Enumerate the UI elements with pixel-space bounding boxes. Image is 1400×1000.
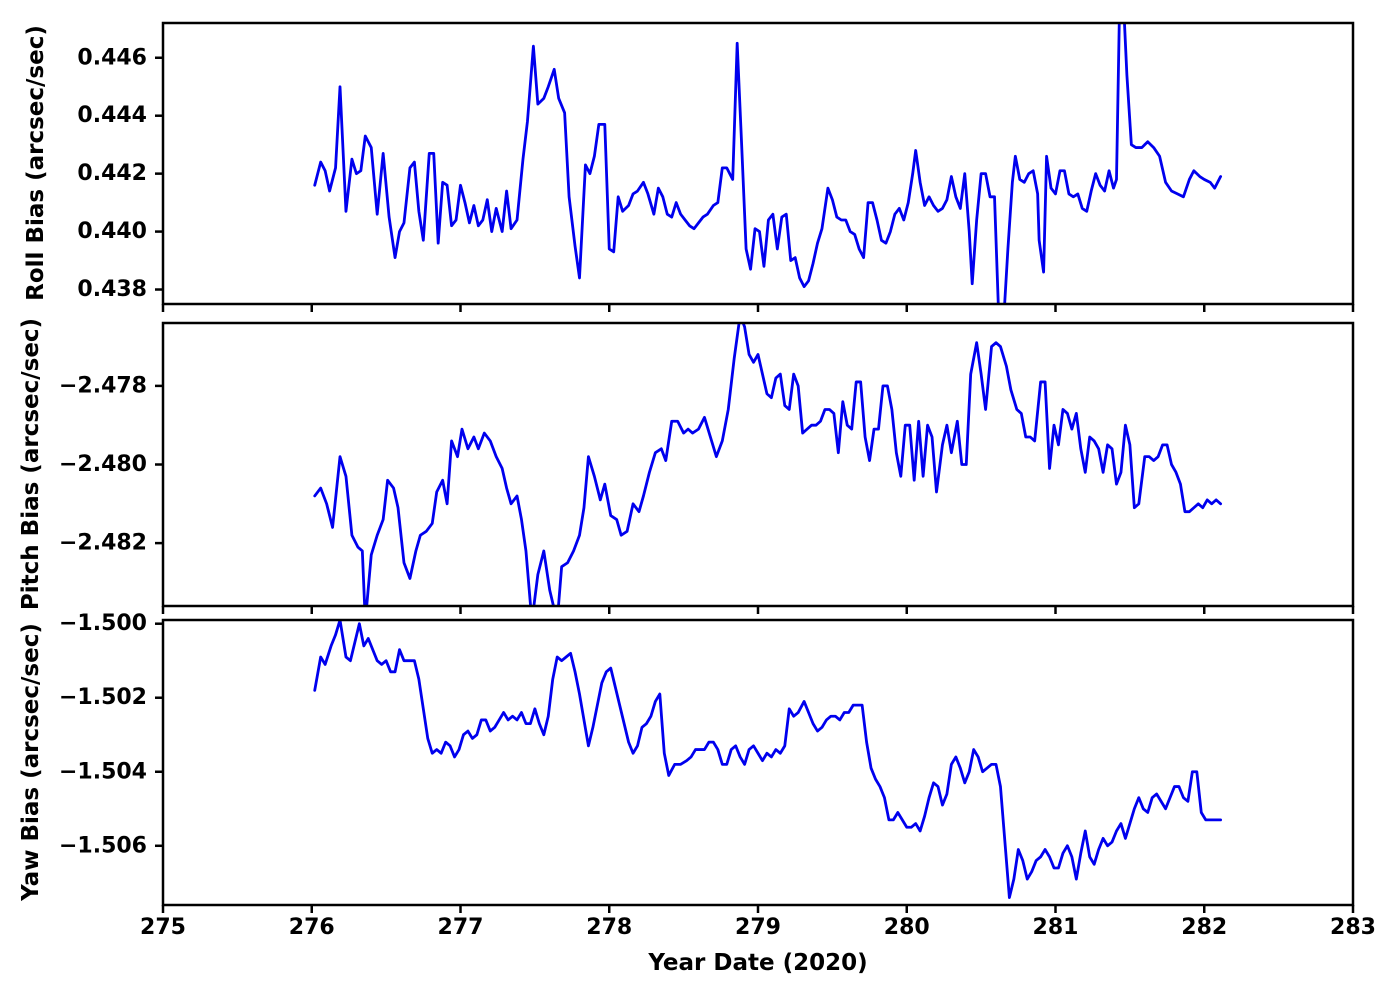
roll-bias-spines: [161, 21, 1355, 306]
x-axis-label: Year Date (2020): [648, 950, 868, 976]
y-tick-label: −2.480: [59, 452, 147, 477]
yaw-y-axis-label: Yaw Bias (arcsec/sec): [18, 623, 44, 901]
y-tick-label: −1.506: [59, 833, 147, 858]
x-tick-label: 277: [438, 915, 484, 940]
roll-bias-line: [313, 23, 1223, 304]
y-tick-label: 0.442: [77, 161, 147, 186]
y-tick-label: 0.446: [77, 45, 147, 70]
y-tick-label: 0.438: [77, 277, 147, 302]
y-tick-label: −1.504: [59, 759, 147, 784]
x-tick-label: 283: [1330, 915, 1376, 940]
pitch-bias-line: [313, 323, 1223, 606]
x-tick-label: 279: [735, 915, 781, 940]
x-tick-label: 282: [1181, 915, 1227, 940]
roll-y-axis-label: Roll Bias (arcsec/sec): [23, 25, 49, 301]
y-tick-label: 0.440: [77, 219, 147, 244]
y-tick-label: −2.478: [59, 373, 147, 398]
x-tick-label: 280: [884, 915, 930, 940]
yaw-bias-spines: [161, 618, 1355, 907]
x-tick-label: 278: [586, 915, 632, 940]
yaw-bias-subplot: 275 276 277 278 279 280 281 282 283 −1.500 −1.502 −…: [59, 611, 1376, 940]
pitch-y-axis-label: Pitch Bias (arcsec/sec): [18, 317, 44, 611]
y-tick-label: 0.444: [77, 103, 147, 128]
pitch-bias-subplot: −2.478 −2.480 −2.482: [59, 321, 1355, 614]
roll-bias-subplot: 0.446 0.444 0.442 0.440 0.438: [77, 21, 1355, 312]
yaw-bias-line: [313, 620, 1223, 900]
x-tick-label: 281: [1033, 915, 1079, 940]
y-tick-label: −1.502: [59, 685, 147, 710]
y-tick-label: −2.482: [59, 531, 147, 556]
x-tick-label: 276: [289, 915, 335, 940]
x-tick-label: 275: [140, 915, 186, 940]
y-tick-label: −1.500: [59, 611, 147, 636]
